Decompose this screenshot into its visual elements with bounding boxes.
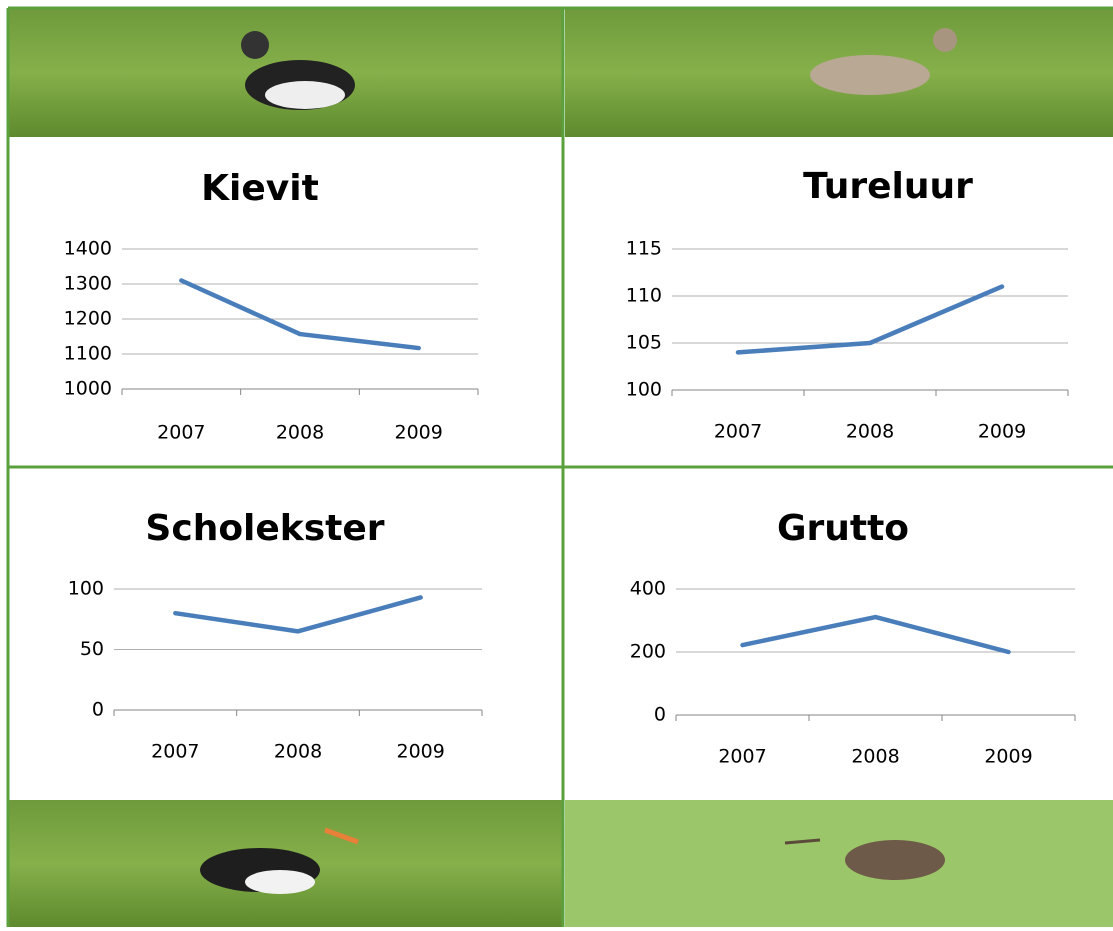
data-line bbox=[743, 617, 1009, 652]
y-tick-label: 0 bbox=[654, 704, 666, 726]
bird bbox=[241, 31, 269, 59]
bird bbox=[845, 840, 945, 880]
x-tick-label: 2007 bbox=[714, 421, 762, 443]
chart-title: Grutto bbox=[777, 508, 909, 549]
x-tick-label: 2008 bbox=[851, 746, 899, 768]
x-tick-label: 2009 bbox=[394, 422, 442, 444]
y-tick-label: 100 bbox=[68, 578, 104, 600]
x-tick-label: 2008 bbox=[846, 421, 894, 443]
photo-grutto bbox=[565, 800, 1113, 927]
x-tick-label: 2009 bbox=[978, 421, 1026, 443]
bird bbox=[265, 81, 345, 109]
chart-title: Kievit bbox=[201, 168, 319, 209]
bird bbox=[810, 55, 930, 95]
y-tick-label: 110 bbox=[626, 285, 662, 307]
x-tick-label: 2007 bbox=[151, 741, 199, 763]
chart-title: Scholekster bbox=[145, 508, 384, 549]
page: Kievit10001100120013001400200720082009Tu… bbox=[0, 0, 1113, 927]
x-tick-label: 2009 bbox=[396, 741, 444, 763]
x-tick-label: 2008 bbox=[276, 422, 324, 444]
y-tick-label: 100 bbox=[626, 379, 662, 401]
y-tick-label: 200 bbox=[630, 641, 666, 663]
x-tick-label: 2007 bbox=[718, 746, 766, 768]
panel-borders bbox=[8, 8, 1113, 927]
chart-title: Tureluur bbox=[803, 166, 973, 207]
data-line bbox=[181, 281, 418, 349]
y-tick-label: 1400 bbox=[64, 238, 112, 260]
y-tick-label: 0 bbox=[92, 699, 104, 721]
y-tick-label: 400 bbox=[630, 578, 666, 600]
y-tick-label: 50 bbox=[80, 638, 104, 660]
y-tick-label: 1100 bbox=[64, 343, 112, 365]
y-tick-label: 1000 bbox=[64, 378, 112, 400]
y-tick-label: 115 bbox=[626, 238, 662, 260]
data-line bbox=[175, 597, 420, 631]
y-tick-label: 1200 bbox=[64, 308, 112, 330]
bird bbox=[933, 28, 957, 52]
x-tick-label: 2008 bbox=[274, 741, 322, 763]
x-tick-label: 2007 bbox=[157, 422, 205, 444]
y-tick-label: 105 bbox=[626, 332, 662, 354]
bird bbox=[245, 870, 315, 894]
y-tick-label: 1300 bbox=[64, 273, 112, 295]
x-tick-label: 2009 bbox=[984, 746, 1032, 768]
